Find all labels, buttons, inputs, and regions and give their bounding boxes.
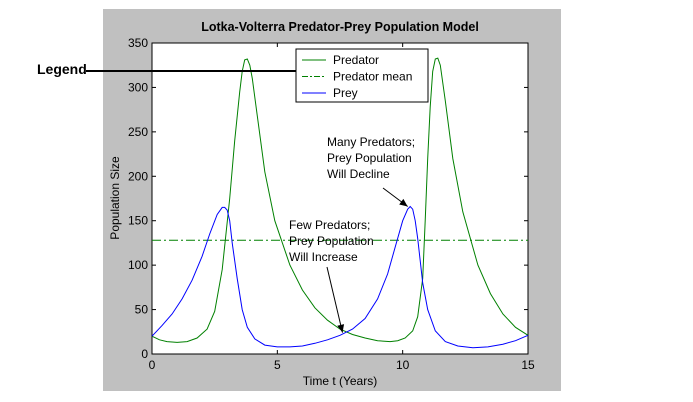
x-tick-label: 15 xyxy=(521,358,535,372)
annotation-text: Many Predators; xyxy=(327,135,415,149)
legend: Predator Predator mean Prey xyxy=(295,48,429,103)
annotation-text: Prey Population xyxy=(327,151,412,165)
y-tick-label: 250 xyxy=(128,125,148,139)
legend-callout: Legend xyxy=(37,61,296,77)
y-tick-label: 50 xyxy=(135,303,149,317)
legend-entry-label: Predator mean xyxy=(333,70,412,84)
annotation-text: Few Predators; xyxy=(289,218,370,232)
annotation-text: Prey Population xyxy=(289,234,374,248)
annotations: Many Predators; Prey Population Will Decli… xyxy=(289,135,415,333)
y-tick-label: 200 xyxy=(128,169,148,183)
y-tick-label: 300 xyxy=(128,80,148,94)
y-tick-label: 350 xyxy=(128,36,148,50)
y-tick-label: 100 xyxy=(128,258,148,272)
legend-entry-label: Predator xyxy=(333,53,379,67)
series-line-prey xyxy=(151,205,529,349)
x-tick-label: 0 xyxy=(149,358,156,372)
x-tick-label: 5 xyxy=(274,358,281,372)
chart-title: Lotka-Volterra Predator-Prey Population … xyxy=(201,20,479,34)
annotation-text: Will Increase xyxy=(289,250,358,264)
x-axis-label: Time t (Years) xyxy=(303,374,377,388)
y-tick-label: 150 xyxy=(128,214,148,228)
y-axis-label: Population Size xyxy=(108,156,122,240)
legend-entry-label: Prey xyxy=(333,86,358,100)
x-tick-label: 10 xyxy=(396,358,410,372)
annotation-arrowhead xyxy=(337,324,345,333)
annotation-arrowhead xyxy=(399,198,408,207)
annotation-text: Will Decline xyxy=(327,167,390,181)
y-tick-label: 0 xyxy=(141,347,148,361)
annotation-arrow xyxy=(326,266,343,333)
legend-callout-label: Legend xyxy=(37,61,87,77)
